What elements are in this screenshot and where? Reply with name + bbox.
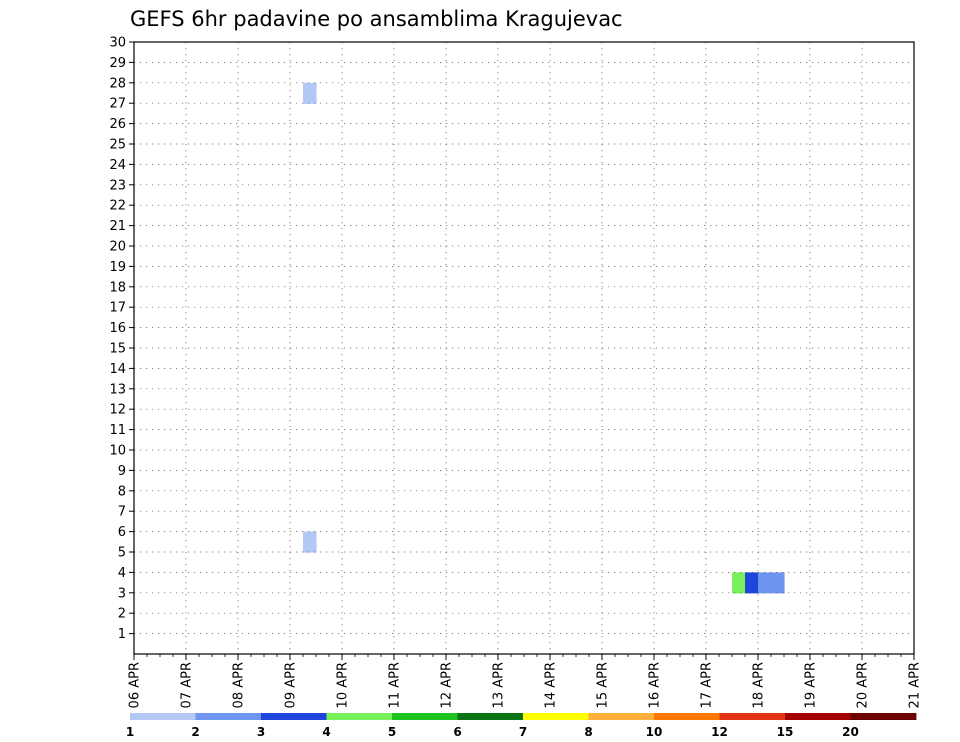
precip-cell — [771, 572, 785, 594]
y-tick-label: 29 — [109, 56, 126, 71]
y-tick-label: 1 — [118, 627, 126, 642]
legend-label: 3 — [257, 725, 265, 739]
precip-cell — [303, 531, 317, 553]
y-tick-label: 6 — [118, 525, 126, 540]
legend-label: 4 — [322, 725, 330, 739]
y-tick-label: 10 — [109, 444, 126, 459]
y-tick-label: 16 — [109, 321, 126, 336]
chart-title: GEFS 6hr padavine po ansamblima Kragujev… — [130, 7, 623, 31]
x-tick-label: 16 APR — [648, 662, 663, 708]
legend-label: 1 — [126, 725, 134, 739]
x-tick-label: 14 APR — [544, 662, 559, 708]
precip-cell — [758, 572, 772, 594]
color-legend: 1 2 3 4 5 6 7 8 10 12 15 20 — [126, 713, 917, 739]
legend-label: 6 — [453, 725, 461, 739]
legend-swatch — [588, 713, 655, 720]
legend-swatch — [195, 713, 262, 720]
y-tick-label: 23 — [109, 178, 126, 193]
legend-label: 5 — [388, 725, 396, 739]
grid-lines — [134, 42, 914, 654]
legend-label: 8 — [584, 725, 592, 739]
precip-cell — [303, 82, 317, 104]
y-tick-label: 19 — [109, 260, 126, 275]
y-tick-label: 13 — [109, 382, 126, 397]
legend-label: 15 — [777, 725, 794, 739]
legend-label: 12 — [711, 725, 728, 739]
x-tick-label: 18 APR — [752, 662, 767, 708]
y-tick-label: 7 — [118, 505, 126, 520]
legend-swatch — [719, 713, 786, 720]
x-tick-label: 12 APR — [440, 662, 455, 708]
y-tick-label: 22 — [109, 199, 126, 214]
y-tick-label: 28 — [109, 76, 126, 91]
x-tick-label: 15 APR — [596, 662, 611, 708]
legend-label: 10 — [646, 725, 663, 739]
y-tick-label: 5 — [118, 546, 126, 561]
legend-label: 20 — [842, 725, 859, 739]
x-tick-label: 21 APR — [908, 662, 923, 708]
y-tick-label: 3 — [118, 586, 126, 601]
y-tick-label: 11 — [109, 423, 126, 438]
legend-swatch — [654, 713, 720, 720]
x-tick-label: 17 APR — [700, 662, 715, 708]
y-axis: 1234567891011121314151617181920212223242… — [109, 36, 134, 642]
legend-swatch — [785, 713, 851, 720]
x-tick-label: 13 APR — [492, 662, 507, 708]
legend-swatch — [523, 713, 589, 720]
legend-label: 2 — [191, 725, 199, 739]
precip-cells — [303, 82, 785, 594]
y-tick-label: 18 — [109, 280, 126, 295]
y-tick-label: 21 — [109, 219, 126, 234]
legend-swatch — [850, 713, 917, 720]
x-tick-label: 11 APR — [388, 662, 403, 708]
y-tick-label: 15 — [109, 342, 126, 357]
legend-swatch — [326, 713, 393, 720]
x-tick-label: 19 APR — [804, 662, 819, 708]
y-tick-label: 30 — [109, 36, 126, 51]
x-axis: 06 APR 07 APR 08 APR 09 APR 10 APR 11 APR 12 A… — [128, 654, 923, 708]
y-tick-label: 9 — [118, 464, 126, 479]
legend-label: 7 — [519, 725, 527, 739]
y-tick-label: 24 — [109, 158, 126, 173]
x-tick-label: 08 APR — [232, 662, 247, 708]
y-tick-label: 14 — [109, 362, 126, 377]
x-tick-label: 06 APR — [128, 662, 143, 708]
y-tick-label: 26 — [109, 117, 126, 132]
legend-swatch — [261, 713, 327, 720]
y-tick-label: 12 — [109, 403, 126, 418]
legend-swatch — [130, 713, 196, 720]
x-tick-label: 09 APR — [284, 662, 299, 708]
x-tick-label: 10 APR — [336, 662, 351, 708]
x-tick-label: 07 APR — [180, 662, 195, 708]
precip-cell — [745, 572, 759, 594]
x-tick-label: 20 APR — [856, 662, 871, 708]
y-tick-label: 4 — [118, 566, 126, 581]
legend-swatch — [392, 713, 458, 720]
legend-swatch — [457, 713, 524, 720]
precip-cell — [732, 572, 746, 594]
y-tick-label: 25 — [109, 138, 126, 153]
y-tick-label: 8 — [118, 484, 126, 499]
y-tick-label: 27 — [109, 97, 126, 112]
y-tick-label: 2 — [118, 607, 126, 622]
y-tick-label: 17 — [109, 301, 126, 316]
y-tick-label: 20 — [109, 240, 126, 255]
